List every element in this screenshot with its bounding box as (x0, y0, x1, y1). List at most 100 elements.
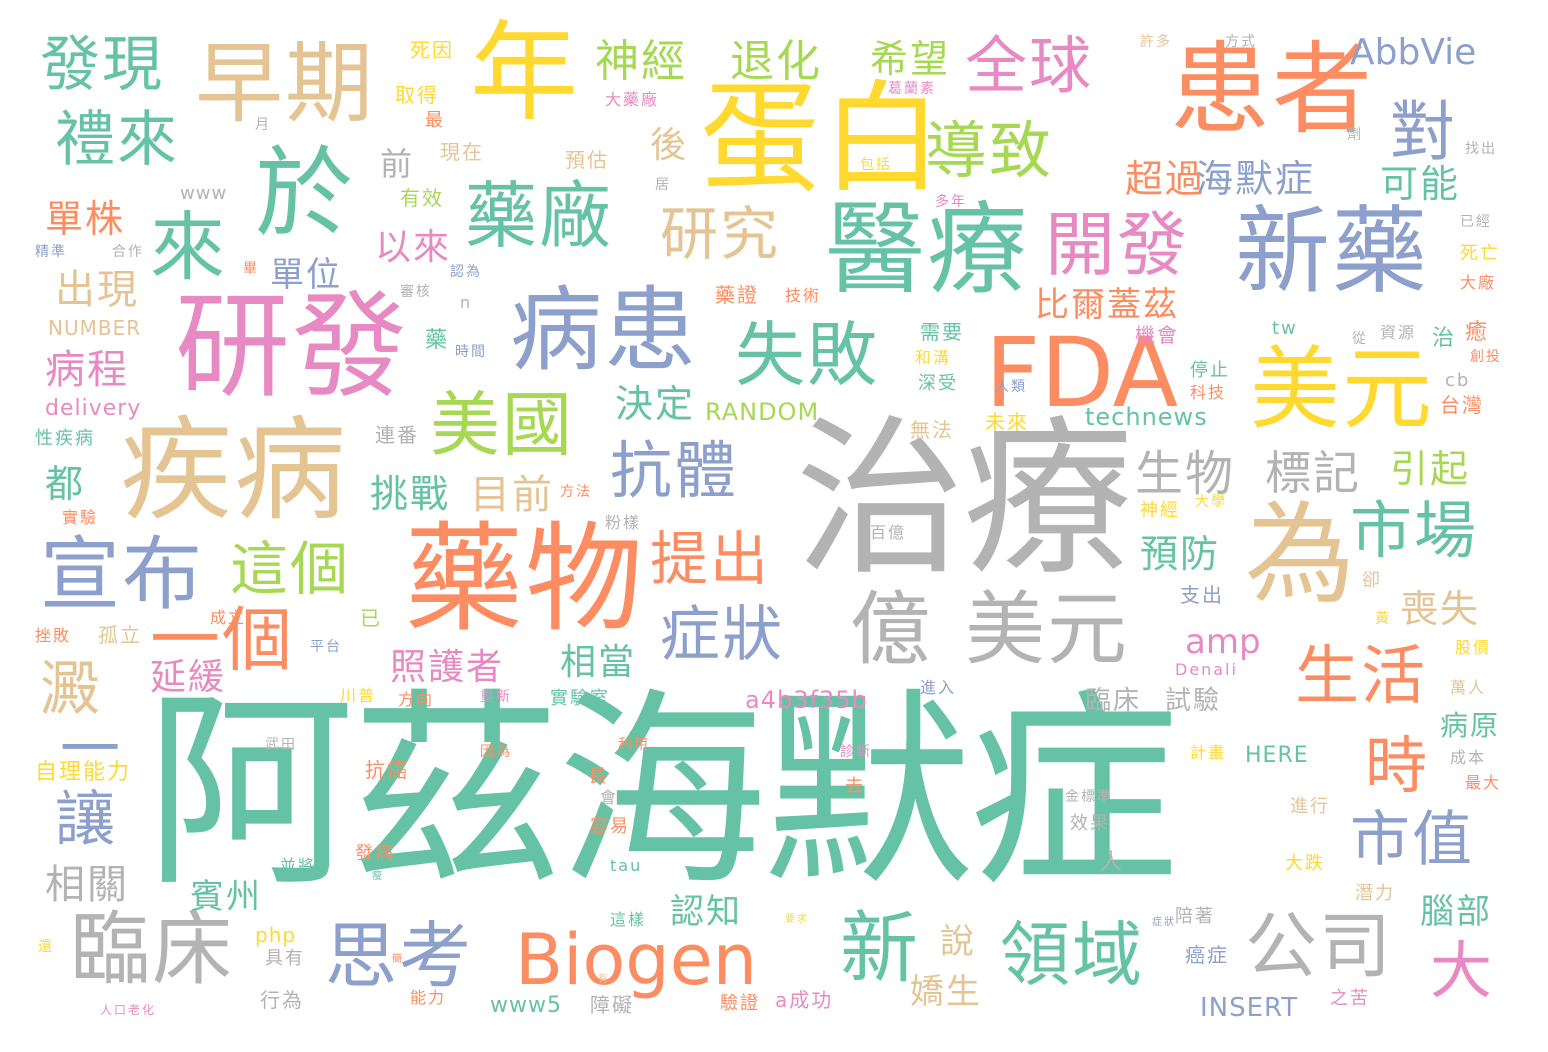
word: 目前 (470, 472, 554, 518)
word: 孤立 (98, 623, 142, 647)
word: 大 (1430, 934, 1495, 1007)
word: 藥廠 (465, 174, 614, 258)
word: 失敗 (735, 314, 879, 396)
word: 大藥廠 (605, 90, 660, 109)
word: 大學 (1195, 494, 1227, 510)
word: AbbVie (1350, 32, 1477, 73)
word: 海默症 (1195, 157, 1316, 201)
word: 死亡 (1460, 243, 1500, 264)
word: 思考 (325, 914, 474, 998)
word: 單株 (45, 197, 126, 241)
word: 連番 (375, 423, 419, 447)
word: 驗證 (720, 993, 760, 1014)
word: 病患 (510, 277, 699, 384)
word: 說 (940, 922, 976, 962)
word: 預防 (1140, 532, 1221, 576)
word: 對 (1390, 95, 1458, 170)
word: RANDOM (705, 398, 820, 426)
word: 科技 (1190, 383, 1227, 402)
word: 阿茲海默症 (145, 670, 1179, 915)
word: 試驗 (1165, 686, 1222, 716)
word: 治療 (795, 401, 1133, 599)
word: 退化 (730, 36, 822, 87)
word: 百億 (870, 523, 907, 542)
word: 計畫 (1190, 743, 1227, 762)
word: 這個 (230, 535, 351, 603)
word: NUMBER (48, 316, 142, 340)
word: 還 (38, 939, 54, 955)
word: 挫敗 (35, 626, 72, 645)
word: 大廠 (1460, 273, 1497, 292)
word: 方向 (398, 690, 435, 709)
word: 資源 (1380, 323, 1417, 342)
word: 藥證 (715, 283, 759, 307)
word: 需要 (920, 320, 964, 344)
word: 技術 (785, 286, 822, 305)
word: n (460, 293, 473, 312)
word: 全球 (965, 29, 1094, 102)
word: 宣布 (40, 528, 204, 621)
word: 可能 (1380, 162, 1461, 206)
word: 一個 (150, 599, 294, 681)
word: FDA (985, 317, 1179, 429)
word: 比爾蓋茲 (1035, 285, 1179, 325)
word: 引起 (1390, 447, 1471, 491)
word: 現在 (440, 140, 484, 164)
word: 停止 (1190, 360, 1230, 381)
word: 從 (1352, 331, 1368, 347)
word: 臨床 (1085, 686, 1142, 716)
word: 讓 (55, 785, 117, 855)
word: 有效 (400, 186, 444, 210)
word: amp (1185, 622, 1261, 662)
word: 標記 (1265, 446, 1361, 500)
word: 障礙 (590, 993, 634, 1017)
word: 發現 (40, 30, 164, 100)
word: 美國 (430, 384, 574, 466)
word: Biogen (515, 919, 758, 1001)
word: 早期 (195, 32, 376, 135)
word: 市值 (1350, 805, 1474, 875)
word: 都 (45, 462, 86, 506)
word: 效果 (1070, 813, 1110, 834)
word: 為 (1245, 491, 1357, 619)
word: 人 (1100, 850, 1125, 875)
word: cb (1445, 370, 1471, 391)
word: 容易 (590, 816, 630, 837)
word: 一 (60, 715, 122, 785)
word: 許多 (1140, 34, 1172, 50)
word: 決定 (615, 382, 696, 426)
word: 人口老化 (100, 1003, 157, 1017)
word: 市場 (1350, 494, 1479, 567)
word: 症狀 (660, 600, 784, 670)
word: a4b3f35b (745, 686, 868, 714)
word: 抗體 (610, 434, 739, 507)
word: 和溝 (915, 348, 952, 367)
word: 無法 (910, 418, 954, 442)
word: 最 (425, 110, 445, 131)
word: 疾病 (120, 406, 348, 536)
word: 創投 (1470, 349, 1502, 365)
word: 時 (1365, 729, 1430, 802)
word: 發病 (355, 843, 395, 864)
word: 已經 (1460, 214, 1492, 230)
word: 台灣 (1440, 393, 1484, 417)
word: 癌症 (1185, 943, 1229, 967)
word: 照護者 (390, 647, 505, 688)
word: INSERT (1200, 993, 1299, 1023)
word: 認為 (450, 264, 482, 280)
word: 實驗 (62, 508, 99, 527)
word: 喪失 (1400, 587, 1481, 631)
word: php (255, 923, 297, 947)
word: 治 (1432, 326, 1457, 351)
word: 武田 (265, 737, 297, 753)
word: 月 (255, 117, 271, 133)
word: 合作 (112, 244, 144, 260)
word: 超過 (1125, 157, 1206, 201)
word: 方式 (1225, 34, 1257, 50)
word: 開發 (1045, 204, 1189, 286)
word: 簡 (392, 954, 404, 965)
word: 行為 (260, 988, 304, 1012)
word: 神經 (595, 36, 687, 87)
word: 研發 (175, 280, 410, 414)
